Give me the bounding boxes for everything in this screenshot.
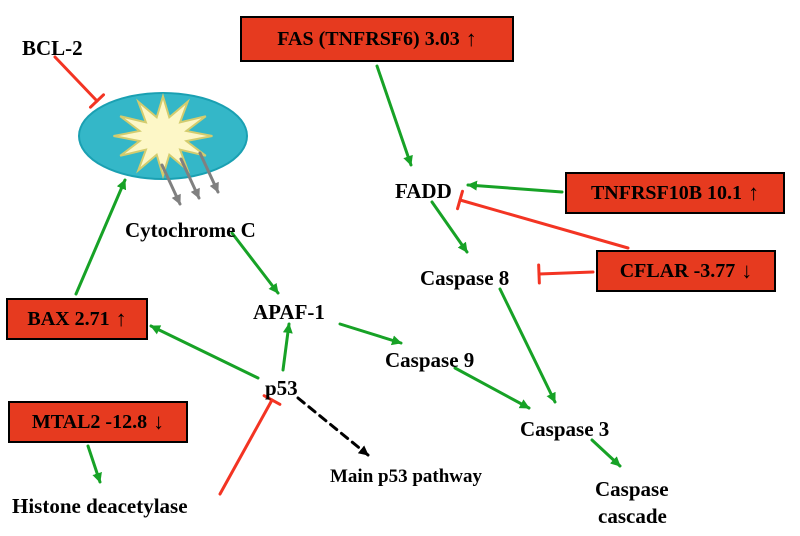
diagram-stage: FAS (TNFRSF6) 3.03 ↑ BAX 2.71 ↑ MTAL2 -12.… [0, 0, 800, 536]
up-arrow-icon: ↑ [116, 306, 127, 332]
label-cascade-1: Caspase [595, 477, 669, 502]
mitochondrion [79, 93, 247, 179]
label-casp3: Caspase 3 [520, 417, 609, 442]
box-fas-text: FAS (TNFRSF6) 3.03 [277, 28, 459, 51]
up-arrow-icon: ↑ [748, 180, 759, 206]
label-casp8: Caspase 8 [420, 266, 509, 291]
box-tnf: TNFRSF10B 10.1 ↑ [565, 172, 785, 214]
label-p53: p53 [265, 376, 298, 401]
dashed-arrows [298, 398, 368, 455]
down-arrow-icon: ↓ [741, 258, 752, 284]
label-apaf1: APAF-1 [253, 300, 325, 325]
box-tnf-text: TNFRSF10B 10.1 [591, 182, 742, 205]
box-bax: BAX 2.71 ↑ [6, 298, 148, 340]
label-cytc: Cytochrome C [125, 218, 256, 243]
down-arrow-icon: ↓ [153, 409, 164, 435]
box-bax-text: BAX 2.71 [27, 308, 109, 331]
box-mtal2: MTAL2 -12.8 ↓ [8, 401, 188, 443]
up-arrow-icon: ↑ [466, 26, 477, 52]
label-casp9: Caspase 9 [385, 348, 474, 373]
box-mtal2-text: MTAL2 -12.8 [32, 411, 147, 434]
box-cflar: CFLAR -3.77↓ [596, 250, 776, 292]
box-fas: FAS (TNFRSF6) 3.03 ↑ [240, 16, 514, 62]
label-fadd: FADD [395, 179, 452, 204]
release-arrows [162, 153, 218, 204]
label-cascade-2: cascade [598, 504, 667, 529]
box-cflar-text: CFLAR -3.77 [620, 260, 736, 283]
label-main-p53: Main p53 pathway [330, 466, 482, 488]
label-bcl2: BCL-2 [22, 36, 83, 61]
label-histone: Histone deacetylase [12, 494, 188, 519]
